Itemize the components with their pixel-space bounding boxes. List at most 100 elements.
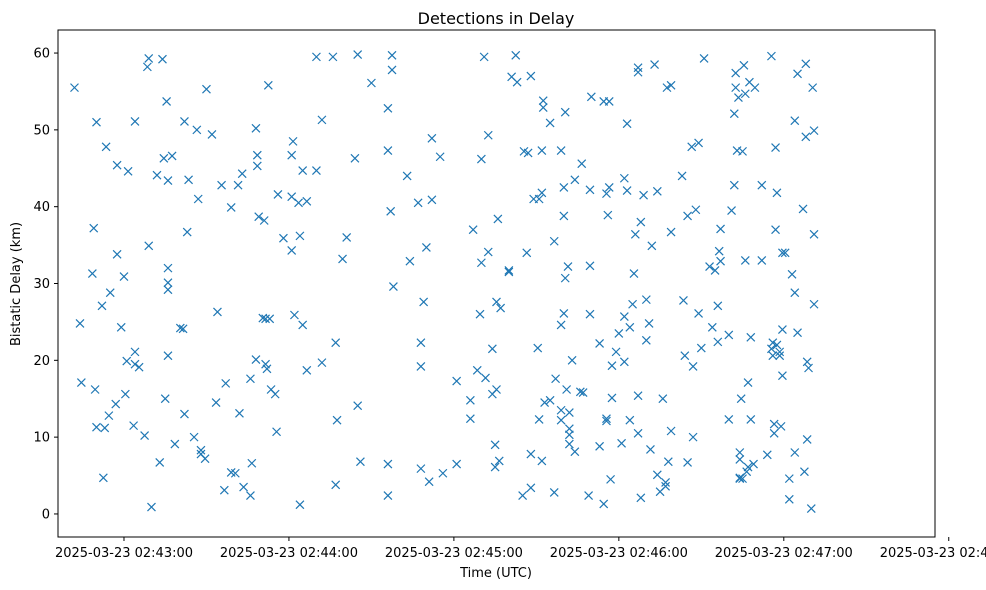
x-axis-label: Time (UTC): [459, 566, 532, 581]
data-point: [89, 223, 99, 233]
data-point: [465, 414, 475, 424]
data-point: [729, 109, 739, 119]
data-point: [740, 256, 750, 265]
data-point: [129, 421, 139, 431]
data-point: [562, 385, 572, 394]
data-point: [483, 130, 493, 140]
data-point: [200, 454, 210, 464]
data-point: [731, 68, 741, 78]
data-point: [402, 171, 412, 181]
data-point: [207, 130, 217, 139]
data-point: [427, 195, 437, 205]
data-point: [302, 196, 312, 206]
data-point: [130, 359, 140, 369]
data-point: [736, 394, 746, 404]
data-point: [801, 132, 811, 142]
data-point: [735, 474, 745, 484]
data-point: [413, 198, 423, 208]
data-point: [713, 301, 723, 311]
data-point: [691, 205, 701, 215]
data-point: [252, 150, 262, 160]
data-point: [272, 427, 281, 437]
data-point: [775, 351, 785, 361]
data-point: [661, 481, 671, 491]
data-point: [438, 468, 448, 478]
data-point: [288, 136, 298, 146]
data-point: [743, 462, 753, 472]
data-point: [619, 312, 629, 321]
data-point: [92, 117, 101, 127]
data-point: [526, 483, 536, 493]
data-point: [355, 457, 365, 467]
data-point: [716, 256, 725, 266]
data-point: [331, 480, 341, 490]
data-point: [683, 211, 692, 221]
data-point: [92, 422, 101, 432]
data-point: [630, 229, 640, 239]
data-point: [787, 269, 797, 279]
data-point: [317, 358, 327, 368]
data-point: [496, 303, 506, 313]
data-point: [279, 233, 288, 243]
x-tick-label: 2025-03-23 02:45:00: [385, 546, 523, 561]
data-point: [290, 310, 299, 320]
data-point: [564, 408, 574, 417]
data-point: [122, 356, 132, 366]
data-point: [790, 288, 800, 298]
data-point: [809, 126, 819, 136]
data-point: [777, 248, 787, 258]
data-point: [694, 309, 703, 318]
data-point: [226, 203, 236, 212]
data-point: [534, 415, 544, 424]
data-point: [769, 428, 779, 438]
data-point: [287, 246, 297, 255]
data-point: [784, 474, 794, 484]
data-point: [804, 363, 813, 373]
data-point: [614, 329, 624, 338]
data-point: [567, 355, 577, 365]
data-point: [383, 491, 393, 500]
data-point: [629, 269, 639, 278]
data-point: [338, 254, 347, 264]
data-point: [798, 204, 808, 214]
data-point: [724, 330, 734, 340]
data-point: [641, 335, 651, 345]
data-point: [104, 411, 114, 421]
data-point: [193, 194, 203, 204]
data-point: [806, 504, 816, 514]
data-point: [633, 428, 643, 438]
data-point: [622, 119, 632, 129]
data-point: [644, 319, 654, 328]
data-point: [595, 338, 605, 348]
data-point: [261, 314, 270, 324]
data-point: [556, 415, 566, 425]
data-point: [302, 365, 312, 375]
data-point: [750, 83, 760, 93]
data-point: [694, 138, 703, 148]
data-point: [144, 241, 154, 251]
data-point: [776, 421, 786, 431]
data-point: [799, 467, 809, 477]
data-point: [696, 343, 706, 353]
data-point: [662, 83, 672, 93]
data-point: [416, 362, 426, 371]
data-point: [537, 188, 547, 198]
data-point: [793, 69, 802, 79]
data-point: [729, 180, 739, 190]
data-point: [619, 173, 629, 183]
data-point: [683, 458, 692, 467]
data-point: [504, 266, 514, 275]
data-point: [70, 83, 79, 93]
data-point: [105, 288, 115, 298]
data-point: [705, 262, 714, 272]
data-point: [575, 387, 585, 397]
data-point: [263, 80, 273, 90]
data-point: [202, 84, 211, 94]
data-point: [294, 198, 303, 208]
data-point: [652, 186, 662, 196]
data-point: [740, 89, 750, 99]
data-point: [619, 357, 629, 367]
data-point: [743, 378, 753, 388]
data-point: [237, 169, 247, 179]
data-point: [421, 242, 431, 252]
